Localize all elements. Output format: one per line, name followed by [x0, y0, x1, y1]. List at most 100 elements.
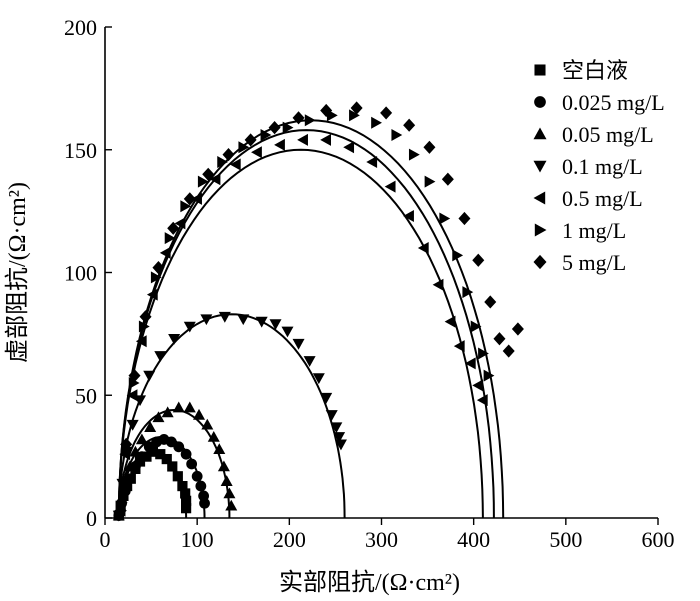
fit-curve [117, 129, 495, 519]
data-point [444, 315, 456, 328]
data-point [251, 146, 262, 159]
y-ticks: 0 50 100 150 200 [64, 15, 112, 531]
legend-label: 0.025 mg/L [562, 90, 665, 115]
data-point [159, 246, 171, 259]
data-point [403, 118, 416, 132]
data-point [350, 101, 363, 115]
data-point [154, 351, 167, 362]
data-markers [112, 101, 524, 522]
data-point [403, 210, 414, 223]
data-point [424, 175, 436, 188]
data-point [161, 406, 174, 418]
data-point [472, 379, 484, 392]
y-tick-label: 0 [86, 506, 97, 531]
data-point [191, 470, 203, 482]
data-point [260, 129, 272, 142]
data-point [183, 401, 196, 413]
data-point [408, 148, 420, 161]
data-point [195, 480, 207, 492]
data-point [384, 180, 396, 193]
data-point [458, 211, 471, 226]
data-point [174, 217, 186, 230]
data-point [292, 338, 305, 350]
data-point [452, 249, 464, 262]
legend-label: 0.1 mg/L [562, 154, 643, 179]
data-point [493, 332, 506, 346]
data-point [423, 140, 436, 154]
data-point [343, 141, 355, 154]
data-point [274, 138, 285, 151]
data-point [380, 106, 393, 120]
data-point [186, 458, 198, 470]
data-point [391, 129, 403, 142]
data-point [282, 121, 294, 134]
data-point [217, 460, 230, 472]
legend-label: 0.05 mg/L [562, 122, 654, 147]
y-tick-label: 100 [64, 261, 97, 286]
data-point [432, 278, 444, 291]
data-point [173, 441, 185, 453]
series-markers [112, 311, 347, 522]
data-point [453, 340, 465, 353]
data-point [115, 492, 128, 504]
data-point [470, 320, 482, 333]
x-tick-label: 500 [549, 527, 582, 552]
data-point [349, 109, 360, 122]
legend: 空白液 0.025 mg/L 0.05 mg/L 0.1 mg/L 0.5 mg/L 1 … [533, 58, 665, 275]
data-point [297, 133, 308, 146]
data-point [269, 319, 282, 331]
data-point [222, 148, 235, 162]
data-point [320, 392, 333, 404]
x-tick-label: 600 [642, 527, 675, 552]
data-point [511, 322, 524, 336]
data-point [304, 114, 316, 127]
data-point [143, 370, 156, 382]
data-point [244, 133, 257, 147]
data-point [139, 310, 152, 324]
legend-marker [533, 127, 547, 140]
data-point [268, 121, 281, 135]
data-point [200, 314, 213, 326]
data-point [126, 419, 139, 431]
y-tick-label: 150 [64, 138, 97, 163]
x-axis-title: 实部阻抗/(Ω·cm²) [279, 569, 460, 596]
data-point [191, 192, 202, 205]
data-point [197, 175, 209, 188]
data-point [180, 200, 192, 213]
data-point [123, 460, 136, 472]
data-point [138, 320, 150, 333]
data-point [213, 443, 226, 455]
data-point [225, 499, 238, 511]
legend-marker [534, 96, 546, 108]
data-point [201, 418, 214, 430]
data-point [168, 333, 181, 345]
data-point [330, 422, 343, 434]
data-point [320, 103, 333, 118]
data-point [199, 497, 210, 509]
legend-label: 5 mg/L [562, 250, 626, 275]
data-point [484, 295, 497, 309]
legend-marker [534, 223, 547, 237]
data-point [303, 356, 316, 367]
y-axis-title: 虚部阻抗/(Ω·cm²) [4, 182, 31, 363]
series-markers [115, 109, 495, 517]
legend-marker [534, 64, 546, 76]
data-point [167, 461, 178, 472]
data-point [152, 260, 165, 275]
data-point [164, 232, 176, 245]
data-point [172, 401, 185, 413]
data-point [281, 326, 294, 338]
x-tick-label: 400 [457, 527, 490, 552]
fit-curve [117, 313, 346, 519]
data-point [334, 439, 347, 451]
data-point [237, 314, 250, 326]
data-point [144, 421, 157, 432]
data-point [325, 410, 338, 421]
data-point [128, 369, 141, 383]
data-point [238, 141, 250, 154]
data-point [417, 241, 429, 254]
data-point [128, 376, 140, 389]
legend-label: 0.5 mg/L [562, 186, 643, 211]
data-point [229, 158, 241, 171]
data-point [462, 286, 474, 299]
